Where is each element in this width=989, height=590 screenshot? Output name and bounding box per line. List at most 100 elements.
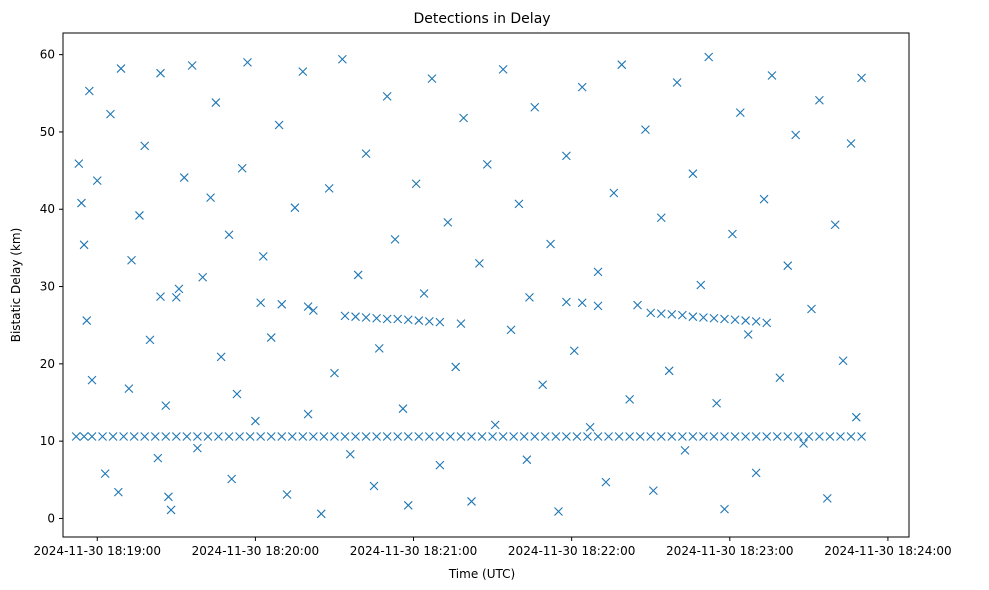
y-tick-label: 40: [40, 202, 55, 216]
data-point-marker: [741, 316, 750, 325]
data-point-marker: [403, 500, 413, 510]
data-point-marker: [459, 113, 468, 123]
data-point-marker: [762, 432, 772, 441]
data-point-marker: [825, 432, 835, 441]
data-point-marker: [846, 432, 856, 441]
data-point-marker: [514, 199, 524, 209]
data-point-marker: [243, 57, 252, 67]
data-point-marker: [822, 493, 832, 503]
data-point-marker: [696, 280, 706, 290]
data-point-marker: [488, 432, 497, 441]
data-point-marker: [156, 68, 165, 78]
data-point-marker: [435, 432, 445, 441]
data-point-marker: [251, 416, 260, 426]
data-point-marker: [720, 504, 729, 514]
x-axis: 2024-11-30 18:19:00 2024-11-30 18:20:00 20…: [34, 537, 952, 558]
data-point-marker: [79, 240, 89, 250]
data-point-marker: [330, 368, 339, 378]
data-point-marker: [741, 432, 750, 441]
data-point-marker: [677, 310, 687, 320]
data-point-marker: [735, 108, 745, 118]
data-point-marker: [815, 432, 824, 441]
data-point-marker: [561, 432, 571, 441]
data-point-marker: [361, 149, 371, 158]
data-point-marker: [235, 432, 244, 441]
data-point-marker: [193, 443, 202, 453]
data-point-marker: [129, 432, 139, 441]
data-point-marker: [87, 432, 97, 441]
data-point-marker: [451, 362, 461, 372]
data-point-marker: [664, 366, 674, 376]
data-point-marker: [298, 67, 308, 77]
data-point-marker: [546, 239, 555, 249]
data-point-marker: [277, 299, 287, 309]
data-point-marker: [625, 432, 635, 441]
data-point-marker: [308, 306, 318, 315]
data-point-marker: [266, 333, 276, 342]
data-point-marker: [161, 432, 171, 441]
data-point-marker: [256, 432, 266, 441]
x-tick-label: 2024-11-30 18:20:00: [192, 544, 319, 558]
data-point-marker: [393, 314, 403, 324]
data-point-marker: [585, 422, 595, 432]
y-axis: 0 10 20 30 40 50 60: [40, 48, 63, 525]
data-point-marker: [303, 302, 313, 312]
data-point-marker: [857, 73, 866, 83]
data-point-marker: [171, 292, 181, 302]
data-point-marker: [793, 432, 803, 441]
data-point-marker: [82, 316, 92, 325]
data-point-marker: [783, 261, 793, 271]
data-point-marker: [593, 267, 603, 277]
data-point-marker: [551, 432, 561, 441]
data-point-marker: [680, 446, 690, 455]
data-point-marker: [203, 432, 213, 441]
data-point-marker: [456, 319, 466, 329]
data-point-marker: [324, 183, 334, 193]
data-point-marker: [277, 432, 287, 441]
x-tick-label: 2024-11-30 18:23:00: [666, 544, 793, 558]
data-point-marker: [688, 432, 698, 441]
data-point-marker: [98, 432, 107, 441]
y-tick-label: 0: [47, 511, 55, 525]
data-point-marker: [282, 490, 292, 499]
data-point-marker: [751, 316, 761, 326]
data-point-marker: [775, 373, 785, 383]
data-point-marker: [561, 297, 571, 307]
data-point-marker: [393, 432, 403, 441]
data-point-marker: [807, 304, 816, 314]
x-axis-label: Time (UTC): [448, 567, 515, 581]
data-point-marker: [369, 481, 379, 491]
data-point-marker: [74, 159, 84, 169]
data-point-marker: [677, 432, 687, 441]
data-point-marker: [635, 432, 645, 441]
data-point-marker: [667, 432, 677, 441]
data-point-marker: [245, 432, 255, 441]
data-point-marker: [77, 198, 86, 208]
data-point-marker: [84, 86, 94, 96]
data-point-marker: [153, 453, 163, 463]
data-point-marker: [498, 432, 508, 441]
data-point-marker: [538, 380, 548, 390]
data-point-marker: [351, 432, 360, 441]
data-point-marker: [274, 120, 284, 130]
data-point-marker: [704, 52, 714, 62]
data-point-marker: [337, 54, 347, 64]
data-points: [71, 52, 866, 519]
data-point-marker: [443, 217, 453, 227]
data-point-marker: [743, 330, 753, 339]
data-point-marker: [815, 95, 824, 105]
data-point-marker: [728, 229, 737, 239]
data-point-marker: [290, 203, 300, 213]
data-point-marker: [87, 375, 97, 385]
data-point-marker: [164, 492, 173, 502]
data-point-marker: [530, 432, 540, 441]
data-point-marker: [751, 468, 761, 478]
data-point-marker: [124, 384, 134, 393]
data-point-marker: [374, 343, 384, 353]
data-point-marker: [525, 292, 534, 302]
data-point-marker: [519, 432, 529, 441]
data-point-marker: [498, 64, 508, 74]
data-point-marker: [561, 151, 571, 161]
data-point-marker: [390, 235, 400, 244]
